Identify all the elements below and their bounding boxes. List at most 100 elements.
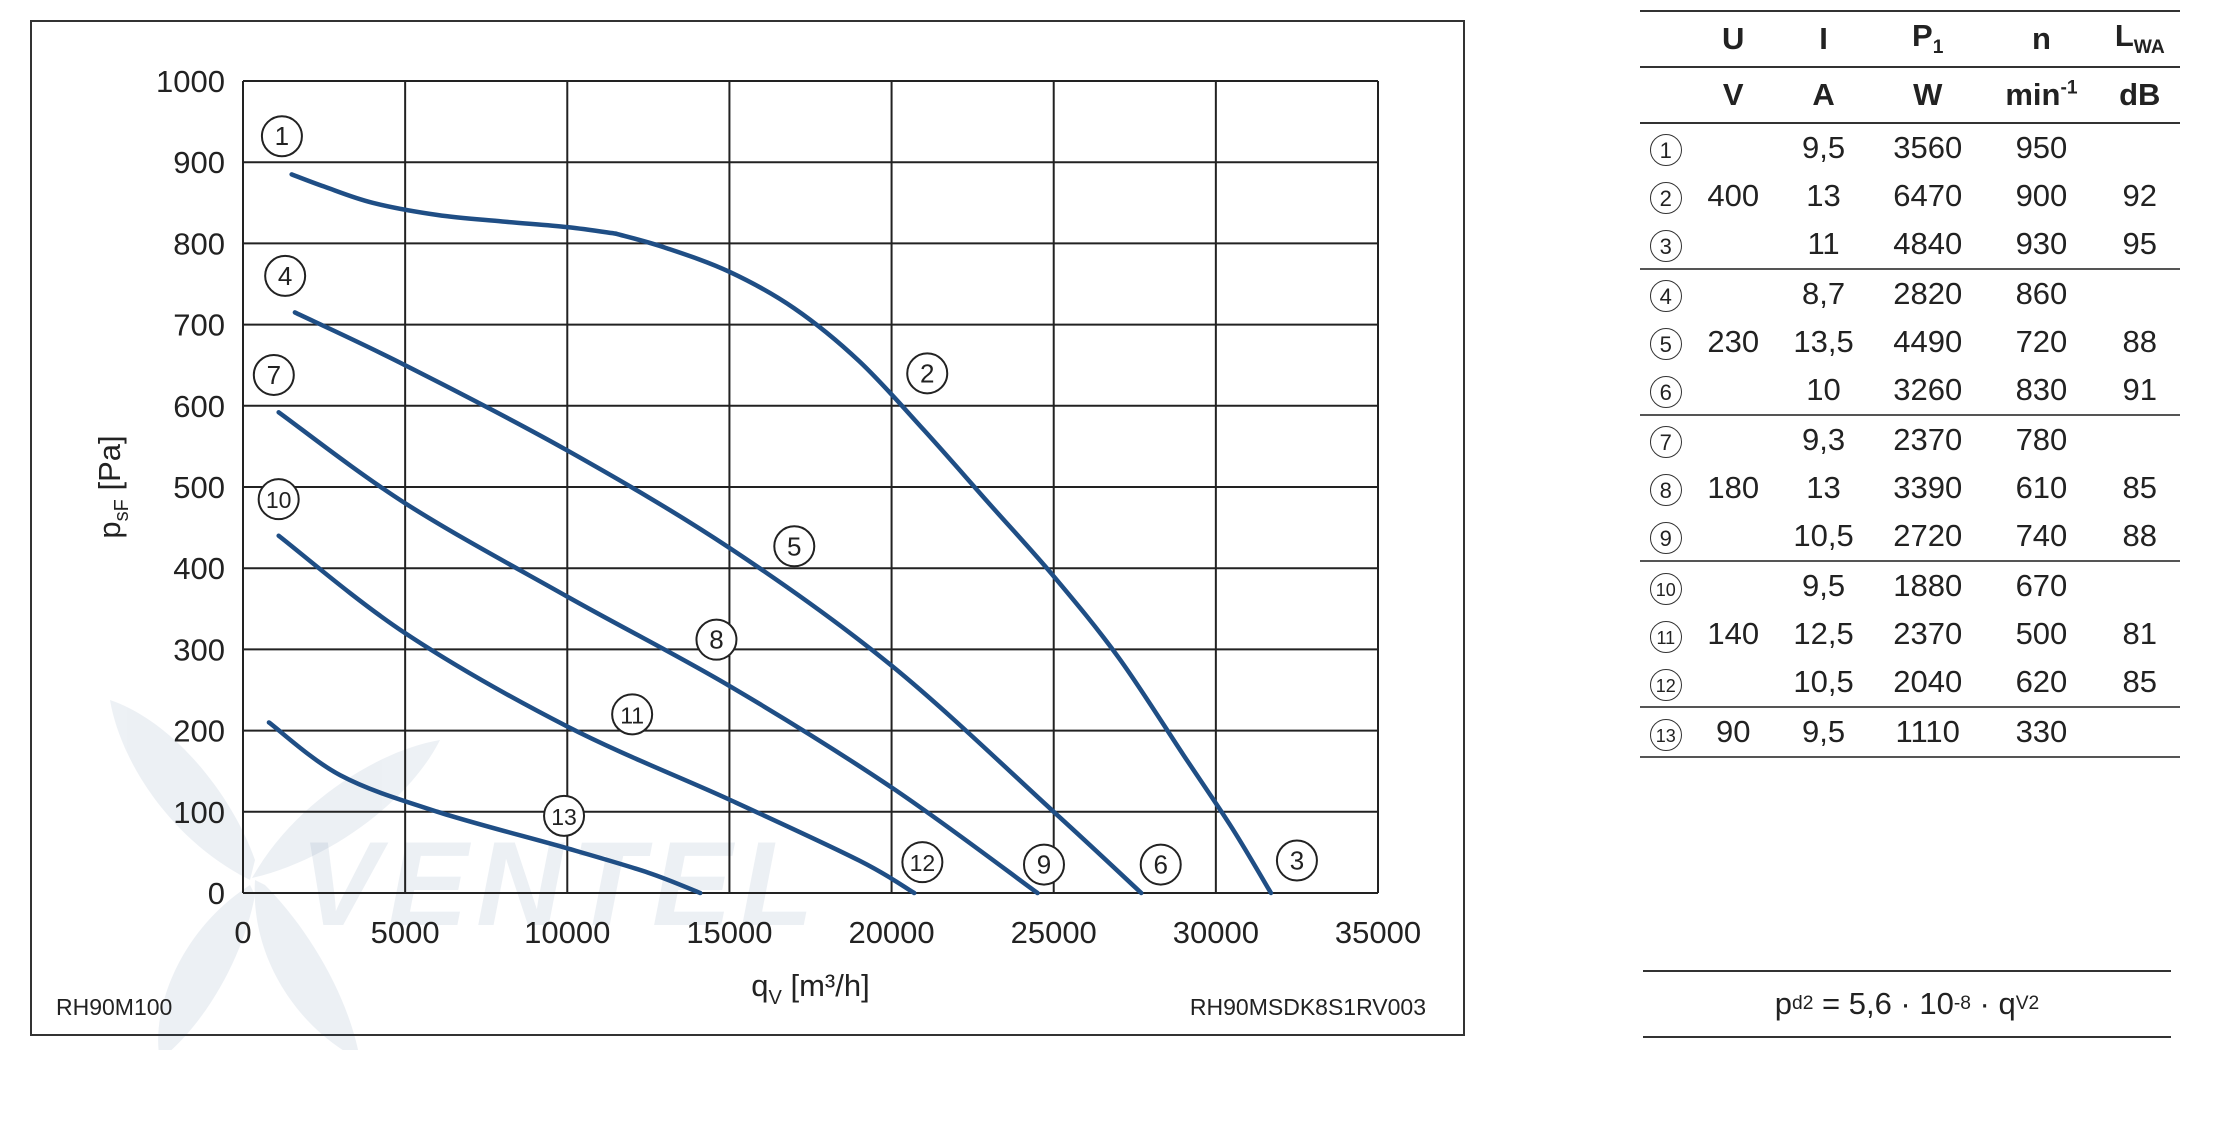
cell-n: 500 (2015, 616, 2068, 651)
header-unit-text: V (1722, 77, 1744, 112)
cell-n: 610 (2015, 470, 2068, 505)
row-id-circle: 13 (1649, 718, 1682, 751)
table-row: 9 10,5 2720 740 88 (1640, 512, 2180, 562)
cell-I: 13,5 (1793, 324, 1854, 359)
cell-P: 4490 (1893, 324, 1963, 359)
curve-1 (289, 172, 619, 236)
footer-right: RH90MSDK8S1RV003 (1190, 994, 1426, 1020)
curve-label-circle-7 (252, 353, 295, 396)
header-symbol-text: L (2114, 18, 2134, 54)
header-unit-4: min-1 (1983, 66, 2100, 124)
curve-label-9: 9 (1037, 850, 1051, 880)
row-id-cell: 3 (1640, 220, 1692, 270)
y-tick-label: 0 (208, 876, 225, 911)
y-tick-label: 800 (173, 226, 225, 261)
y-axis-label: psF [Pa] (92, 435, 133, 538)
table-row: 13 90 9,5 1110 330 (1640, 707, 2180, 758)
row-id-cell: 9 (1640, 512, 1692, 562)
x-tick-label: 0 (234, 915, 251, 950)
header-symbol-0 (1640, 10, 1692, 67)
cell-U (1692, 269, 1775, 318)
cell-I: 10 (1774, 366, 1873, 416)
header-symbol-2: I (1774, 10, 1873, 67)
header-unit-text: A (1812, 77, 1835, 112)
cell-I: 9,3 (1801, 422, 1846, 457)
curve-label-5: 5 (787, 531, 801, 561)
header-symbol-sub: WA (2133, 37, 2165, 59)
cell-n: 780 (2015, 422, 2068, 457)
cell-n: 740 (1983, 512, 2100, 562)
curve-label-circle-2 (906, 352, 949, 395)
row-id-cell: 7 (1640, 415, 1692, 464)
cell-n: 670 (2015, 568, 2068, 603)
x-tick-label: 15000 (686, 915, 772, 950)
cell-L (2100, 415, 2180, 464)
cell-U: 140 (1707, 616, 1760, 651)
table-row: 1 9,5 3560 950 (1640, 123, 2180, 172)
cell-I: 13 (1806, 470, 1841, 505)
formula-mid: · q (1970, 986, 2016, 1021)
row-id-circle: 3 (1649, 230, 1682, 262)
header-symbol-text: I (1819, 21, 1828, 56)
curve-2 (613, 231, 1274, 896)
row-id-circle: 7 (1649, 426, 1682, 458)
row-id-cell: 11 (1640, 610, 1692, 658)
cell-n: 900 (2015, 178, 2068, 213)
curve-label-3: 3 (1290, 846, 1304, 876)
x-tick-label: 20000 (848, 915, 934, 950)
cell-n: 860 (2015, 276, 2068, 311)
header-symbol-1: U (1691, 10, 1775, 67)
cell-U (1691, 366, 1775, 416)
formula-exp: -8 (1953, 993, 1971, 1014)
x-tick-label: 10000 (524, 915, 610, 950)
table-row: 6 10 3260 830 91 (1640, 366, 2180, 416)
cell-I: 11 (1774, 220, 1873, 270)
cell-I: 12,5 (1793, 616, 1854, 651)
cell-P: 4840 (1872, 220, 1984, 270)
row-id-circle: 10 (1649, 572, 1682, 605)
row-id-cell: 12 (1640, 658, 1692, 708)
curve-label-circle-6 (1139, 843, 1182, 886)
row-id-cell: 8 (1640, 464, 1692, 512)
row-id-cell: 13 (1640, 707, 1692, 758)
header-unit-5: dB (2099, 66, 2180, 124)
curve-label-circle-3 (1275, 839, 1318, 882)
curve-label-6: 6 (1153, 850, 1167, 880)
cell-U (1692, 123, 1775, 172)
cell-L: 85 (2122, 470, 2158, 505)
curve-label-1: 1 (275, 121, 289, 151)
curve-label-circle-5 (773, 525, 816, 568)
table-row: 11 140 12,5 2370 500 81 (1640, 610, 2180, 658)
formula-q-sub: V (2015, 993, 2029, 1014)
watermark-blade-1 (110, 700, 255, 880)
curve-label-2: 2 (920, 358, 934, 388)
header-unit-0 (1640, 66, 1692, 124)
formula-q-sup: 2 (2028, 993, 2040, 1014)
formula-lhs: p (1774, 986, 1793, 1021)
y-tick-label: 300 (173, 632, 225, 667)
y-tick-label: 400 (173, 551, 225, 586)
table-row: 10 9,5 1880 670 (1640, 561, 2180, 610)
row-id-cell: 4 (1640, 269, 1692, 318)
cell-P: 3560 (1893, 130, 1963, 165)
x-tick-label: 25000 (1011, 915, 1097, 950)
table-row: 4 8,7 2820 860 (1640, 269, 2180, 318)
curve-label-8: 8 (709, 625, 723, 655)
watermark-text: VENTEL (300, 817, 821, 951)
cell-n: 930 (1983, 220, 2100, 270)
cell-P: 1110 (1872, 707, 1984, 758)
cell-L: 85 (2099, 658, 2180, 708)
cell-L: 92 (2122, 178, 2158, 213)
header-unit-text: dB (2119, 77, 2161, 112)
header-unit-sup: -1 (2060, 77, 2078, 99)
cell-P: 3390 (1893, 470, 1963, 505)
cell-P: 2040 (1872, 658, 1984, 708)
row-id-circle: 4 (1649, 280, 1682, 312)
row-id-circle: 8 (1649, 474, 1682, 506)
curve-4 (292, 310, 1144, 896)
cell-L (2100, 561, 2180, 610)
table-row: 2 400 13 6470 900 92 (1640, 172, 2180, 220)
cell-P: 2370 (1893, 616, 1963, 651)
